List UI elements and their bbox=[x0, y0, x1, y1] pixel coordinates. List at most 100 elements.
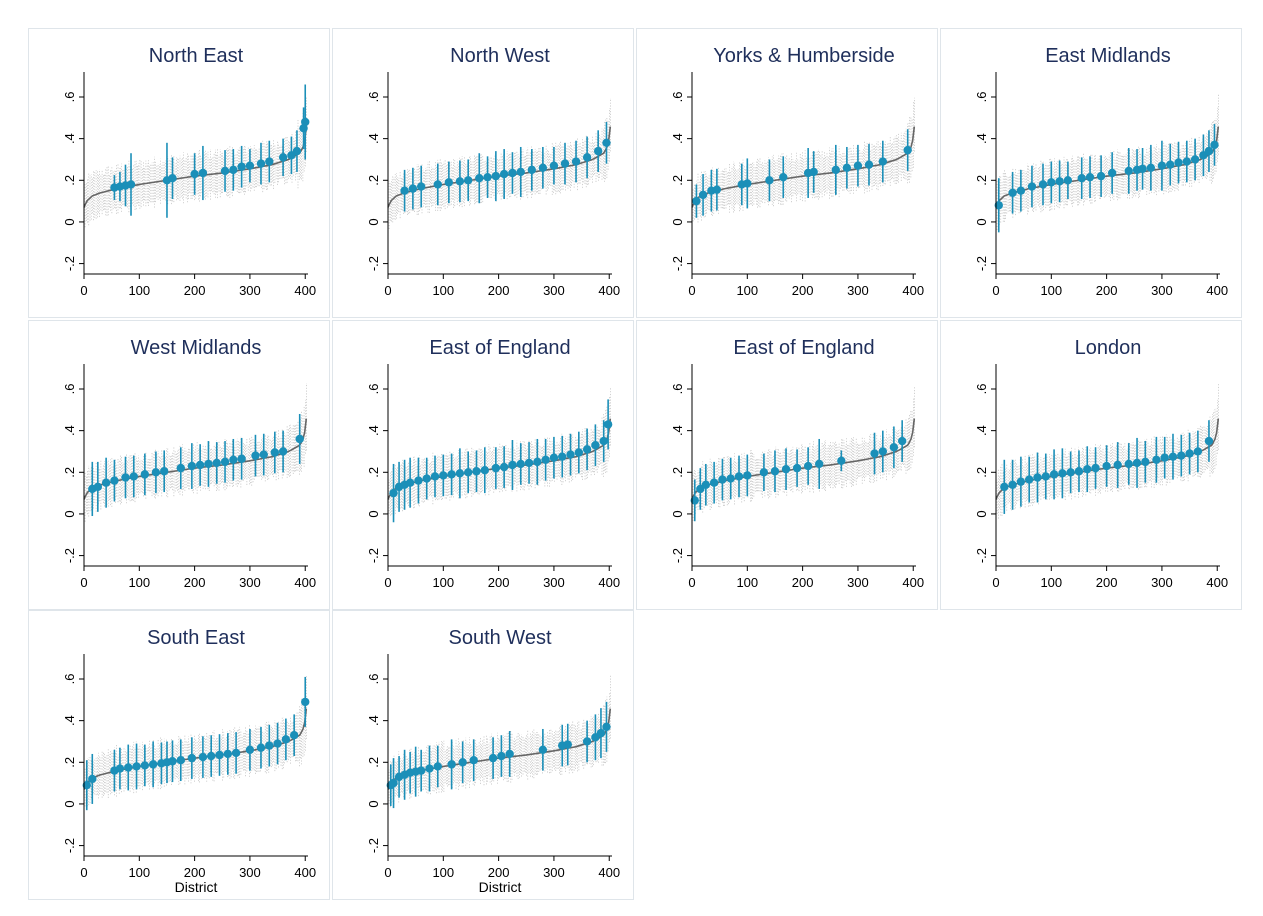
y-tick-label: .4 bbox=[366, 133, 381, 144]
district-point bbox=[389, 778, 398, 788]
y-tick-label: .4 bbox=[670, 133, 685, 144]
panel-title: Yorks & Humberside bbox=[713, 45, 895, 67]
district-point bbox=[1091, 463, 1100, 473]
district-point bbox=[168, 757, 177, 766]
district-point bbox=[1174, 158, 1183, 167]
panel-title: London bbox=[1075, 337, 1142, 359]
y-tick-label: -.2 bbox=[366, 256, 381, 271]
district-point bbox=[1038, 180, 1048, 189]
district-point bbox=[596, 728, 606, 738]
y-tick-label: 0 bbox=[62, 218, 77, 225]
district-point bbox=[245, 161, 255, 170]
x-tick-label: 100 bbox=[128, 283, 150, 298]
panel-title: East Midlands bbox=[1045, 45, 1171, 67]
x-tick-label: 100 bbox=[736, 283, 758, 298]
x-axis-label: District bbox=[175, 879, 218, 895]
district-point bbox=[281, 735, 291, 744]
y-tick-label: .6 bbox=[366, 92, 381, 103]
district-point bbox=[259, 450, 268, 459]
district-point bbox=[582, 445, 592, 454]
district-point bbox=[1190, 155, 1200, 164]
x-tick-label: 0 bbox=[992, 283, 999, 298]
y-tick-label: .4 bbox=[62, 425, 77, 436]
district-point bbox=[743, 471, 752, 480]
district-point bbox=[212, 458, 221, 468]
district-point bbox=[229, 165, 238, 175]
district-point bbox=[889, 443, 899, 452]
district-point bbox=[458, 758, 467, 767]
district-point bbox=[1008, 480, 1017, 489]
y-tick-label: -.2 bbox=[62, 838, 77, 853]
district-point bbox=[115, 764, 125, 773]
district-point bbox=[231, 748, 241, 758]
district-point bbox=[1008, 188, 1017, 197]
district-point bbox=[563, 740, 572, 749]
district-point bbox=[1085, 172, 1095, 182]
district-point bbox=[870, 449, 879, 458]
district-point bbox=[295, 434, 304, 444]
district-point bbox=[273, 739, 282, 748]
y-tick-label: .4 bbox=[366, 715, 381, 726]
district-point bbox=[88, 774, 97, 784]
district-point bbox=[416, 766, 426, 775]
panel-frame bbox=[28, 610, 330, 900]
district-point bbox=[499, 169, 509, 179]
district-point bbox=[1000, 482, 1009, 492]
district-point bbox=[743, 179, 752, 188]
district-point bbox=[1168, 452, 1178, 461]
panel-title: North West bbox=[450, 45, 550, 67]
district-point bbox=[198, 168, 208, 178]
district-point bbox=[815, 459, 824, 469]
district-point bbox=[472, 467, 481, 476]
x-tick-label: 0 bbox=[80, 865, 87, 880]
district-point bbox=[878, 157, 888, 166]
x-axis-label: District bbox=[479, 879, 522, 895]
district-point bbox=[765, 176, 774, 185]
y-tick-label: 0 bbox=[974, 218, 989, 225]
y-tick-label: .6 bbox=[974, 92, 989, 103]
y-tick-label: -.2 bbox=[974, 548, 989, 563]
district-point bbox=[292, 146, 302, 156]
x-tick-label: 0 bbox=[384, 575, 391, 590]
district-point bbox=[718, 475, 727, 484]
district-point bbox=[549, 453, 559, 462]
national-curve bbox=[691, 126, 916, 208]
y-tick-label: .2 bbox=[366, 175, 381, 186]
district-point bbox=[140, 761, 150, 770]
district-point bbox=[176, 756, 185, 765]
district-point bbox=[488, 753, 498, 763]
district-point bbox=[781, 464, 791, 474]
x-tick-label: 0 bbox=[688, 283, 695, 298]
chart-panel: North West-.20.2.4.60 100 200 300 400 bbox=[332, 28, 634, 318]
district-point bbox=[101, 478, 111, 487]
x-tick-label: 400 bbox=[1206, 283, 1228, 298]
chart-panel: Yorks & Humberside-.20.2.4.60 100 200 300 40… bbox=[636, 28, 938, 318]
district-point bbox=[151, 468, 161, 477]
district-point bbox=[726, 474, 735, 483]
y-tick-label: -.2 bbox=[62, 548, 77, 563]
x-tick-label: 200 bbox=[1096, 283, 1118, 298]
district-point bbox=[475, 174, 484, 183]
x-tick-label: 400 bbox=[598, 865, 620, 880]
district-point bbox=[491, 463, 501, 473]
x-tick-label: 400 bbox=[294, 575, 316, 590]
y-tick-label: .6 bbox=[62, 92, 77, 103]
district-point bbox=[1063, 176, 1073, 185]
x-tick-label: 0 bbox=[80, 575, 87, 590]
district-point bbox=[831, 165, 841, 175]
district-point bbox=[712, 185, 722, 194]
y-tick-label: -.2 bbox=[974, 256, 989, 271]
district-point bbox=[1033, 473, 1042, 482]
district-point bbox=[574, 448, 584, 457]
district-point bbox=[1204, 146, 1214, 156]
district-point bbox=[251, 451, 260, 460]
district-point bbox=[455, 177, 465, 186]
x-tick-label: 400 bbox=[598, 283, 620, 298]
x-tick-label: 200 bbox=[184, 283, 206, 298]
district-point bbox=[508, 168, 517, 178]
y-tick-label: .2 bbox=[974, 467, 989, 478]
y-tick-label: 0 bbox=[974, 510, 989, 517]
district-point bbox=[538, 745, 548, 754]
x-tick-label: 200 bbox=[184, 575, 206, 590]
